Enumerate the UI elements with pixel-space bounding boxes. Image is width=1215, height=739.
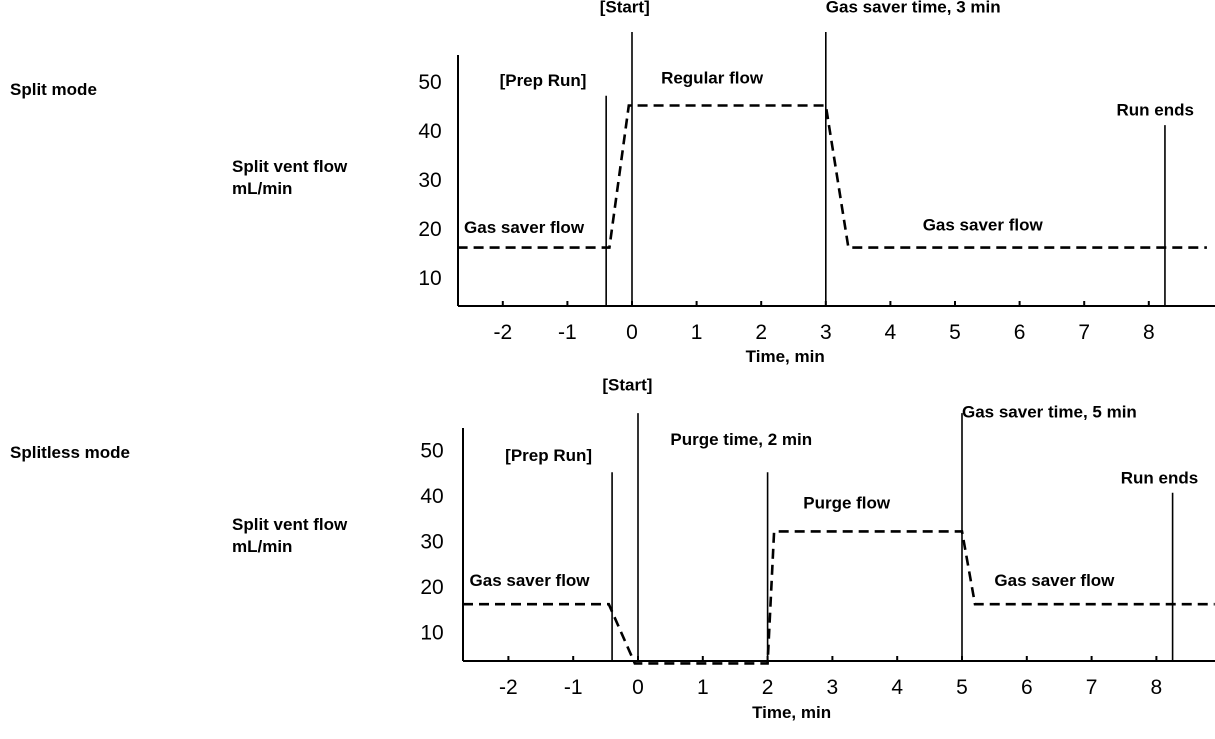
mode-label: Splitless mode: [10, 443, 130, 462]
event-label: Run ends: [1121, 469, 1198, 488]
y-tick-label: 10: [420, 622, 443, 645]
y-axis-label: Split vent flow: [232, 515, 348, 534]
y-tick-label: 20: [418, 218, 441, 241]
x-axis-label: Time, min: [752, 703, 831, 722]
event-label: Gas saver time, 3 min: [826, 0, 1001, 16]
y-tick-label: 30: [418, 169, 441, 192]
x-tick-label: -2: [499, 676, 518, 699]
x-tick-label: 0: [632, 676, 644, 699]
event-label: [Prep Run]: [500, 71, 587, 90]
event-label: [Start]: [602, 375, 652, 394]
y-tick-label: 50: [420, 440, 443, 463]
flow-annotation: Regular flow: [661, 68, 764, 87]
y-tick-label: 10: [418, 267, 441, 290]
x-tick-label: 5: [949, 321, 961, 344]
y-tick-label: 40: [418, 120, 441, 143]
y-tick-label: 20: [420, 576, 443, 599]
x-tick-label: 7: [1086, 676, 1098, 699]
flow-annotation: Purge flow: [803, 494, 891, 513]
x-axis-label: Time, min: [746, 347, 825, 366]
y-tick-label: 30: [420, 531, 443, 554]
x-tick-label: -2: [493, 321, 512, 344]
flow-annotation: Gas saver flow: [470, 571, 591, 590]
panel-split: Split mode Split vent flow mL/min -2 -1 0 1 2 3 4…: [10, 0, 1215, 366]
panel-splitless: Splitless mode Split vent flow mL/min -2 -1 0…: [10, 375, 1215, 722]
x-tick-label: 8: [1143, 321, 1155, 344]
flow-annotation: Gas saver flow: [994, 571, 1115, 590]
y-axis-label: mL/min: [232, 179, 292, 198]
x-tick-label: 4: [885, 321, 897, 344]
x-tick-label: 6: [1014, 321, 1026, 344]
event-label: [Start]: [600, 0, 650, 16]
y-axis-label: mL/min: [232, 537, 292, 556]
flow-series-line: [463, 530, 1215, 665]
x-tick-label: 2: [762, 676, 774, 699]
y-axis-label: Split vent flow: [232, 157, 348, 176]
flow-annotation: Gas saver flow: [923, 215, 1044, 234]
flow-series-line: [457, 104, 1207, 249]
y-tick-label: 40: [420, 485, 443, 508]
event-label: Run ends: [1117, 100, 1194, 119]
x-tick-label: 2: [755, 321, 767, 344]
x-tick-label: 0: [626, 321, 638, 344]
mode-label: Split mode: [10, 80, 97, 99]
y-tick-label: 50: [418, 71, 441, 94]
x-tick-label: 4: [891, 676, 903, 699]
event-label: [Prep Run]: [505, 446, 592, 465]
event-label: Gas saver time, 5 min: [962, 403, 1137, 422]
x-tick-label: 3: [827, 676, 839, 699]
x-tick-label: -1: [558, 321, 577, 344]
x-tick-label: 1: [691, 321, 703, 344]
x-tick-label: 1: [697, 676, 709, 699]
x-tick-label: 8: [1151, 676, 1163, 699]
x-tick-label: 3: [820, 321, 832, 344]
event-label: Purge time, 2 min: [670, 430, 812, 449]
x-tick-label: 5: [956, 676, 968, 699]
flow-annotation: Gas saver flow: [464, 218, 585, 237]
x-tick-label: 6: [1021, 676, 1033, 699]
x-tick-label: -1: [564, 676, 583, 699]
x-tick-label: 7: [1078, 321, 1090, 344]
